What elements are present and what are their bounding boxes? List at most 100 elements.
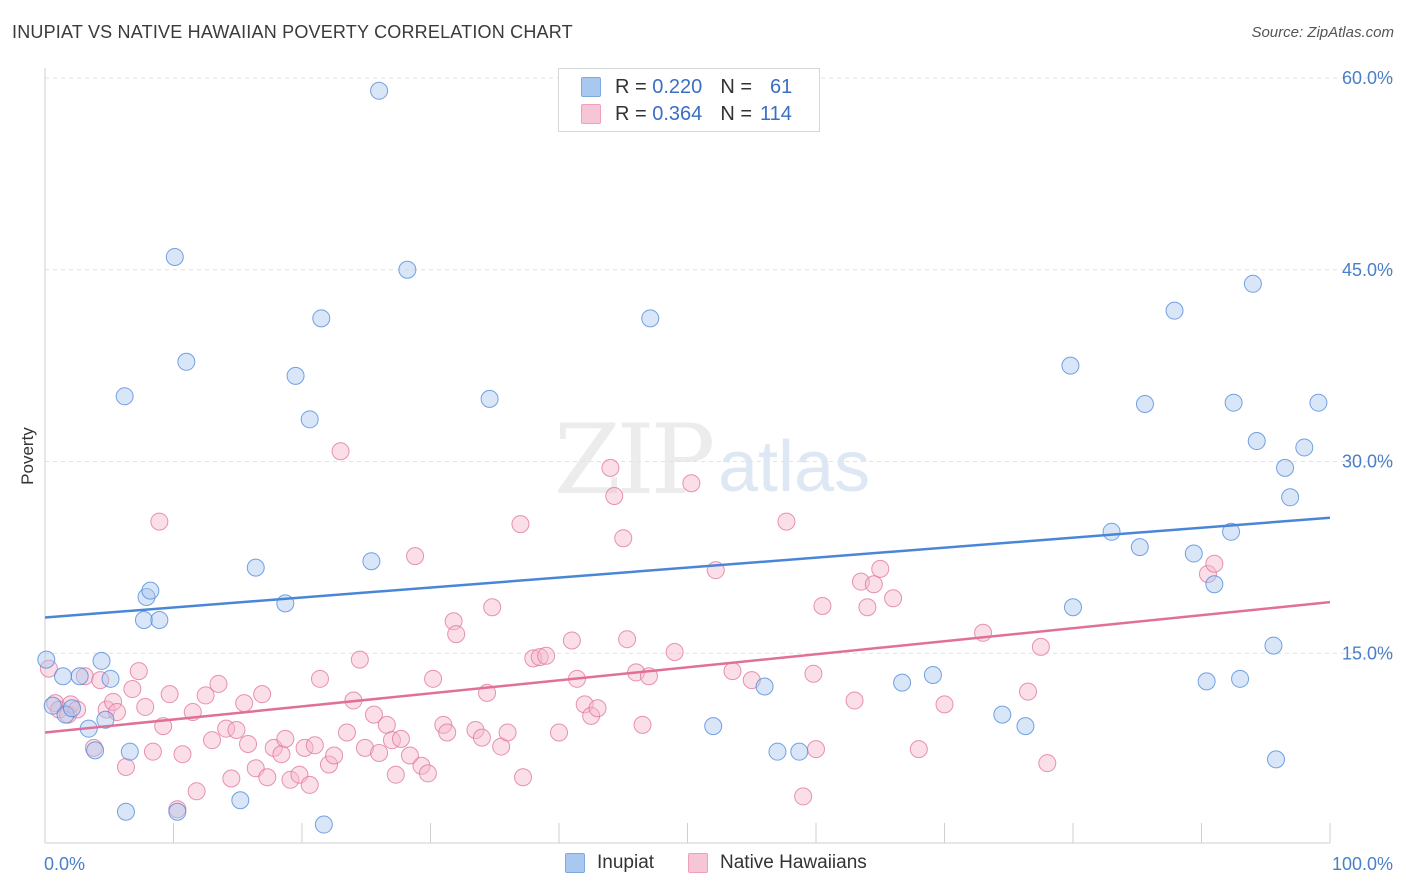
inupiat-point [116,802,135,821]
native-hawaiian-point [129,662,148,681]
inupiat-point [993,705,1012,724]
inupiat-point [1184,544,1203,563]
native-hawaiian-point [682,474,701,493]
legend-row-native-hawaiians: R = 0.364 N = 114 [581,101,792,127]
y-axis-title: Poverty [18,427,37,485]
native-hawaiian-point [227,720,246,739]
native-hawaiian-point [412,756,431,775]
native-hawaiian-point [447,625,466,644]
legend-label-native-hawaiians: Native Hawaiians [720,852,867,873]
native-hawaiian-point [222,769,241,788]
inupiat-point [362,552,381,571]
legend-r-label: R = [615,75,647,98]
native-hawaiian-point [160,685,179,704]
native-hawaiian-point [300,775,319,794]
native-hawaiian-point [582,706,601,725]
native-hawaiian-point [355,738,374,757]
native-hawaiian-point [382,731,401,750]
inupiat-point [53,667,72,686]
native-hawaiian-point [530,648,549,667]
inupiat-point [101,669,120,688]
inupiat-point [398,260,417,279]
native-hawaiian-point [935,695,954,714]
inupiat-point [37,650,56,669]
native-hawaiian-point [871,559,890,578]
legend-n-value: 114 [760,102,792,125]
native-hawaiian-point [511,515,530,534]
watermark-zip: ZIP [554,404,715,516]
native-hawaiian-point [813,596,832,615]
legend-label-inupiat: Inupiat [597,852,655,873]
native-hawaiian-point [601,458,620,477]
native-hawaiian-point [777,512,796,531]
native-hawaiian-point [281,770,300,789]
inupiat-point [370,81,389,100]
native-hawaiian-point [305,736,324,755]
inupiat-point [893,673,912,692]
inupiat-point [755,677,774,696]
y-tick-label: 60.0% [1342,68,1393,88]
legend-swatch-native-hawaiians [581,104,601,124]
native-hawaiian-point [75,667,94,686]
native-hawaiian-point [794,787,813,806]
x-tick-label: 0.0% [44,854,85,874]
legend-r-value: 0.220 [652,75,703,98]
inupiat-point [300,410,319,429]
inupiat-point [56,705,75,724]
inupiat-point [768,742,787,761]
trend-lines [44,516,1331,734]
inupiat-point [141,581,160,600]
native-hawaiian-point [370,743,389,762]
correlation-legend: R = 0.220 N = 61 R = 0.364 N = 114 [558,68,820,132]
native-hawaiian-point [331,442,350,461]
tick-labels: 15.0% 30.0% 45.0% 60.0% 0.0% 100.0% Poverty [18,68,1393,874]
native-hawaiian-point [550,723,568,742]
x-tick-label: 100.0% [1332,854,1393,874]
native-hawaiian-point [350,650,369,669]
native-hawaiian-point [116,758,135,777]
inupiat-point [1205,575,1224,594]
native-hawaiian-point [807,740,825,759]
native-hawaiian-point [418,764,437,783]
native-hawaiian-point [319,755,338,774]
inupiat-point [62,699,81,718]
inupiat-trend-line [44,516,1331,619]
native-hawaiian-point [498,723,517,742]
native-hawaiian-point [235,694,254,713]
inupiat-point [43,696,62,715]
legend-item-native-hawaiians[interactable]: Native Hawaiians [688,852,867,874]
native-hawaiian-point [173,745,192,764]
inupiat-point [134,611,153,630]
native-hawaiian-point [364,705,383,724]
native-hawaiian-point [239,735,258,754]
native-hawaiian-point [196,686,215,705]
inupiat-point [1231,669,1250,688]
native-hawaiian-point [1019,682,1038,701]
inupiat-point [286,366,305,385]
inupiat-point [70,667,89,686]
legend-item-inupiat[interactable]: Inupiat [565,852,654,874]
legend-swatch-native-hawaiians [688,853,708,873]
legend-swatch-inupiat [565,853,585,873]
native-hawaiian-point [845,691,864,710]
inupiat-point [115,387,134,406]
inupiat-point [168,802,187,821]
native-hawaiian-point [187,782,206,801]
native-hawaiian-point [1038,754,1057,773]
native-hawaiian-point [104,692,123,711]
inupiat-point [790,742,809,761]
inupiat-point [704,717,723,736]
native-hawaiian-point [537,646,556,665]
native-hawaiian-point [665,642,684,661]
native-hawaiian-point [272,745,291,764]
native-hawaiian-point [1205,554,1224,573]
legend-row-inupiat: R = 0.220 N = 61 [581,74,792,100]
native-hawaiian-point [633,715,652,734]
inupiat-point [1247,432,1266,451]
inupiat-point [1135,394,1154,413]
native-hawaiian-point [514,768,533,787]
inupiat-point [1064,598,1082,617]
y-tick-label: 30.0% [1342,452,1393,472]
inupiat-point [1061,356,1080,375]
native-hawaiian-point [325,746,344,765]
